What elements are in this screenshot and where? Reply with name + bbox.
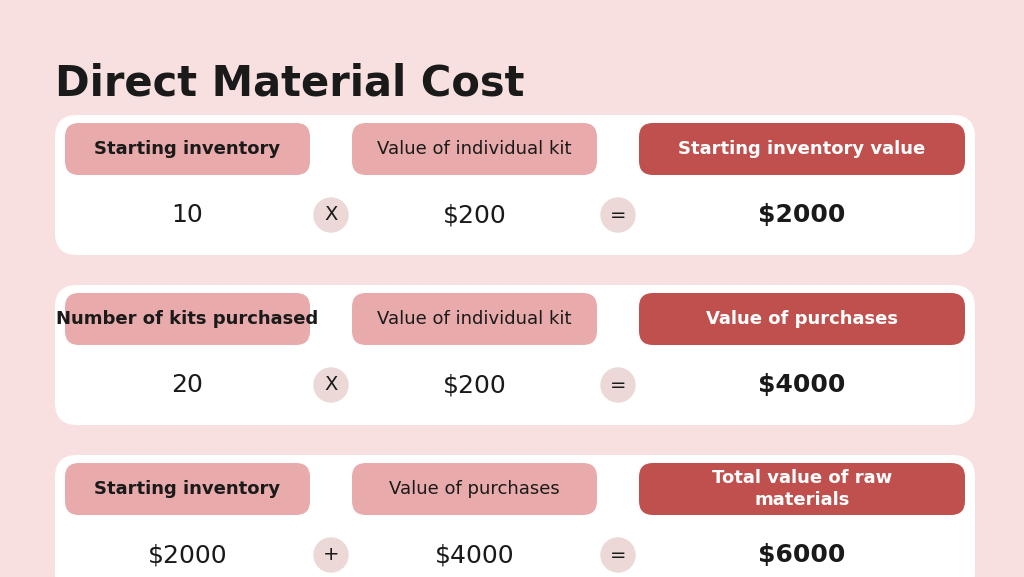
FancyBboxPatch shape xyxy=(639,463,965,515)
FancyBboxPatch shape xyxy=(65,293,310,345)
Circle shape xyxy=(601,198,635,232)
Text: 20: 20 xyxy=(172,373,204,397)
FancyBboxPatch shape xyxy=(352,463,597,515)
Circle shape xyxy=(314,538,348,572)
Text: 10: 10 xyxy=(172,203,204,227)
FancyBboxPatch shape xyxy=(639,293,965,345)
FancyBboxPatch shape xyxy=(55,285,975,425)
FancyBboxPatch shape xyxy=(55,455,975,577)
Text: X: X xyxy=(325,376,338,395)
Text: Number of kits purchased: Number of kits purchased xyxy=(56,310,318,328)
Text: Total value of raw
materials: Total value of raw materials xyxy=(712,469,892,509)
Text: Value of purchases: Value of purchases xyxy=(389,480,560,498)
FancyBboxPatch shape xyxy=(352,293,597,345)
Text: =: = xyxy=(609,376,627,395)
Text: $2000: $2000 xyxy=(147,543,227,567)
Text: Value of individual kit: Value of individual kit xyxy=(377,140,571,158)
Text: X: X xyxy=(325,205,338,224)
Text: $200: $200 xyxy=(442,373,507,397)
FancyBboxPatch shape xyxy=(639,123,965,175)
Text: $2000: $2000 xyxy=(759,203,846,227)
Text: =: = xyxy=(609,205,627,224)
Text: $6000: $6000 xyxy=(759,543,846,567)
Text: Starting inventory value: Starting inventory value xyxy=(678,140,926,158)
Text: $4000: $4000 xyxy=(434,543,514,567)
Text: $200: $200 xyxy=(442,203,507,227)
Text: =: = xyxy=(609,545,627,564)
Text: Direct Material Cost: Direct Material Cost xyxy=(55,62,524,104)
Text: $4000: $4000 xyxy=(759,373,846,397)
Circle shape xyxy=(601,368,635,402)
Circle shape xyxy=(314,368,348,402)
Text: Value of purchases: Value of purchases xyxy=(706,310,898,328)
Text: Starting inventory: Starting inventory xyxy=(94,480,281,498)
Text: +: + xyxy=(323,545,339,564)
Circle shape xyxy=(601,538,635,572)
FancyBboxPatch shape xyxy=(65,463,310,515)
FancyBboxPatch shape xyxy=(65,123,310,175)
FancyBboxPatch shape xyxy=(352,123,597,175)
Text: Starting inventory: Starting inventory xyxy=(94,140,281,158)
Circle shape xyxy=(314,198,348,232)
Text: Value of individual kit: Value of individual kit xyxy=(377,310,571,328)
FancyBboxPatch shape xyxy=(55,115,975,255)
